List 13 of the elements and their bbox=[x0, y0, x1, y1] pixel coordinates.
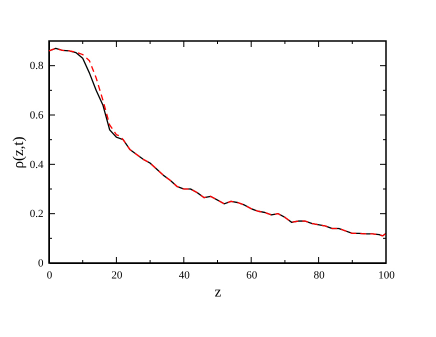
y-tick-label: 0.6 bbox=[30, 110, 44, 122]
y-tick-label: 0.8 bbox=[30, 60, 44, 72]
y-axis-title: ρ(z,t) bbox=[10, 136, 27, 169]
y-tick-label: 0.4 bbox=[30, 158, 44, 171]
x-tick-label: 100 bbox=[378, 270, 396, 282]
y-tick-label: 0 bbox=[38, 258, 44, 270]
x-tick-label: 20 bbox=[111, 270, 123, 282]
x-axis-title: z bbox=[214, 284, 222, 300]
x-tick-label: 40 bbox=[178, 270, 190, 282]
x-tick-label: 60 bbox=[246, 270, 258, 282]
x-tick-label: 0 bbox=[46, 270, 53, 282]
y-tick-label: 0.2 bbox=[30, 208, 44, 220]
x-tick-label: 80 bbox=[314, 270, 326, 282]
